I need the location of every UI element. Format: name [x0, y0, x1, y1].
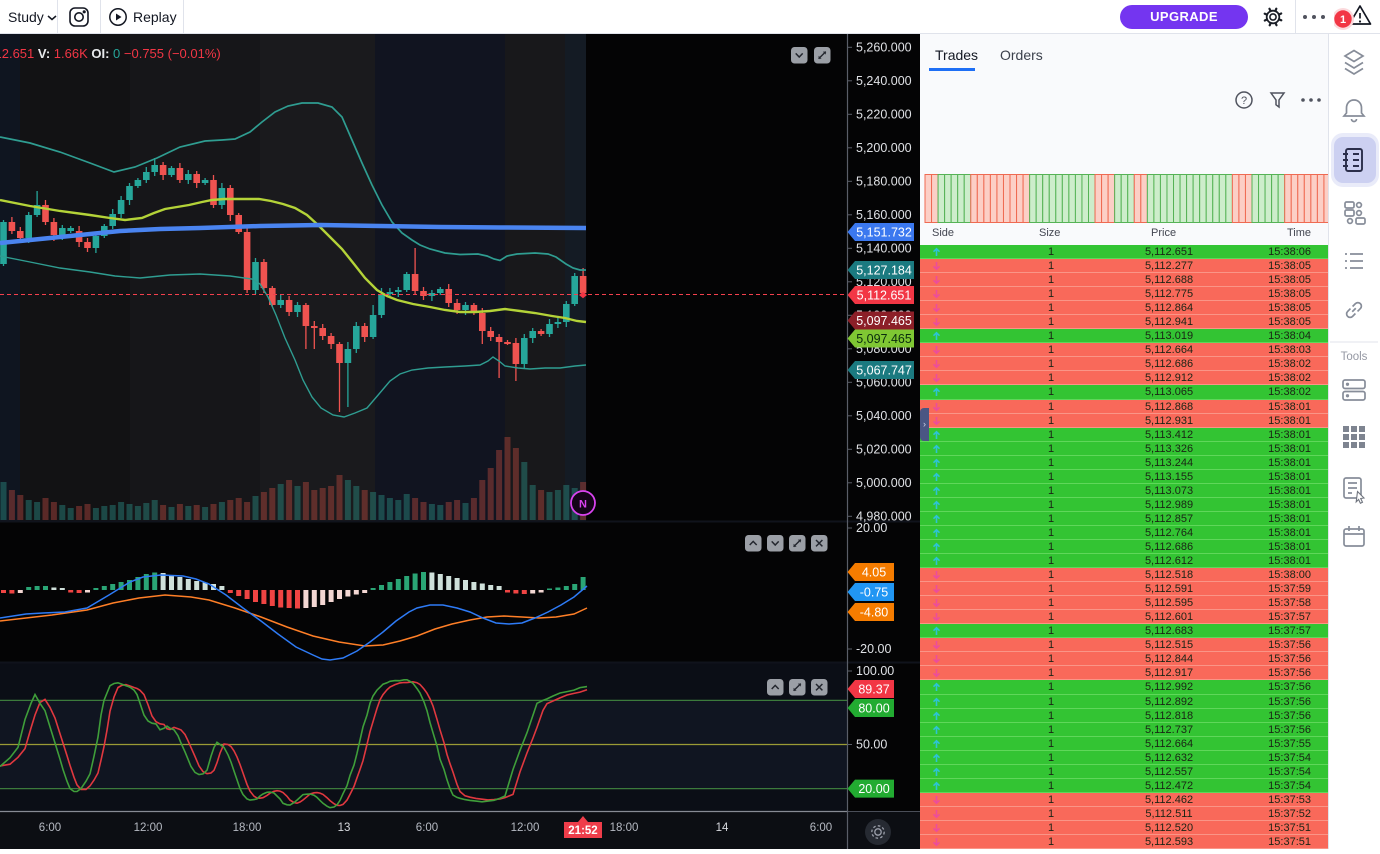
- svg-text:5,160.000: 5,160.000: [856, 208, 912, 222]
- svg-text:4,980.000: 4,980.000: [856, 509, 912, 523]
- svg-text:14: 14: [716, 822, 729, 834]
- svg-text:5,040.000: 5,040.000: [856, 409, 912, 423]
- svg-text:5,240.000: 5,240.000: [856, 74, 912, 88]
- svg-text:5,097.465: 5,097.465: [856, 314, 912, 328]
- svg-text:18:00: 18:00: [233, 822, 262, 834]
- svg-text:?: ?: [1241, 95, 1247, 107]
- svg-text:5,220.000: 5,220.000: [856, 107, 912, 121]
- svg-text:20.00: 20.00: [856, 521, 887, 535]
- svg-text:4.05: 4.05: [862, 565, 886, 579]
- svg-text:100.00: 100.00: [856, 664, 894, 678]
- svg-text:-4.80: -4.80: [860, 605, 889, 619]
- svg-text:-0.75: -0.75: [860, 585, 889, 599]
- svg-text:-20.00: -20.00: [856, 642, 891, 656]
- svg-text:6:00: 6:00: [810, 822, 832, 834]
- svg-text:6:00: 6:00: [39, 822, 61, 834]
- svg-text:5,097.465: 5,097.465: [856, 332, 912, 346]
- svg-text:5,067.747: 5,067.747: [856, 363, 912, 377]
- svg-text:5,020.000: 5,020.000: [856, 442, 912, 456]
- svg-text:5,151.732: 5,151.732: [856, 225, 912, 239]
- svg-text:5,200.000: 5,200.000: [856, 141, 912, 155]
- svg-text:21:52: 21:52: [568, 825, 597, 837]
- svg-text:50.00: 50.00: [856, 738, 887, 752]
- svg-text:12:00: 12:00: [134, 822, 163, 834]
- svg-text:12:00: 12:00: [511, 822, 540, 834]
- svg-text:N: N: [579, 499, 587, 511]
- svg-text:5,180.000: 5,180.000: [856, 174, 912, 188]
- svg-text:5,000.000: 5,000.000: [856, 476, 912, 490]
- svg-text:5,112.651: 5,112.651: [857, 288, 912, 302]
- svg-text:18:00: 18:00: [610, 822, 639, 834]
- svg-text:6:00: 6:00: [416, 822, 438, 834]
- svg-text:20.00: 20.00: [858, 782, 889, 796]
- svg-text:13: 13: [338, 822, 351, 834]
- svg-text:5,140.000: 5,140.000: [856, 241, 912, 255]
- svg-text:Tools: Tools: [1341, 351, 1368, 363]
- svg-text:12.651 V: 1.66K OI: 0 −0.755: 12.651 V: 1.66K OI: 0 −0.755 (−0.01%): [0, 46, 221, 61]
- svg-text:5,260.000: 5,260.000: [856, 40, 912, 54]
- svg-text:89.37: 89.37: [858, 682, 889, 696]
- svg-text:80.00: 80.00: [858, 701, 889, 715]
- svg-text:5,127.184: 5,127.184: [856, 263, 912, 277]
- svg-text:1: 1: [1340, 14, 1346, 26]
